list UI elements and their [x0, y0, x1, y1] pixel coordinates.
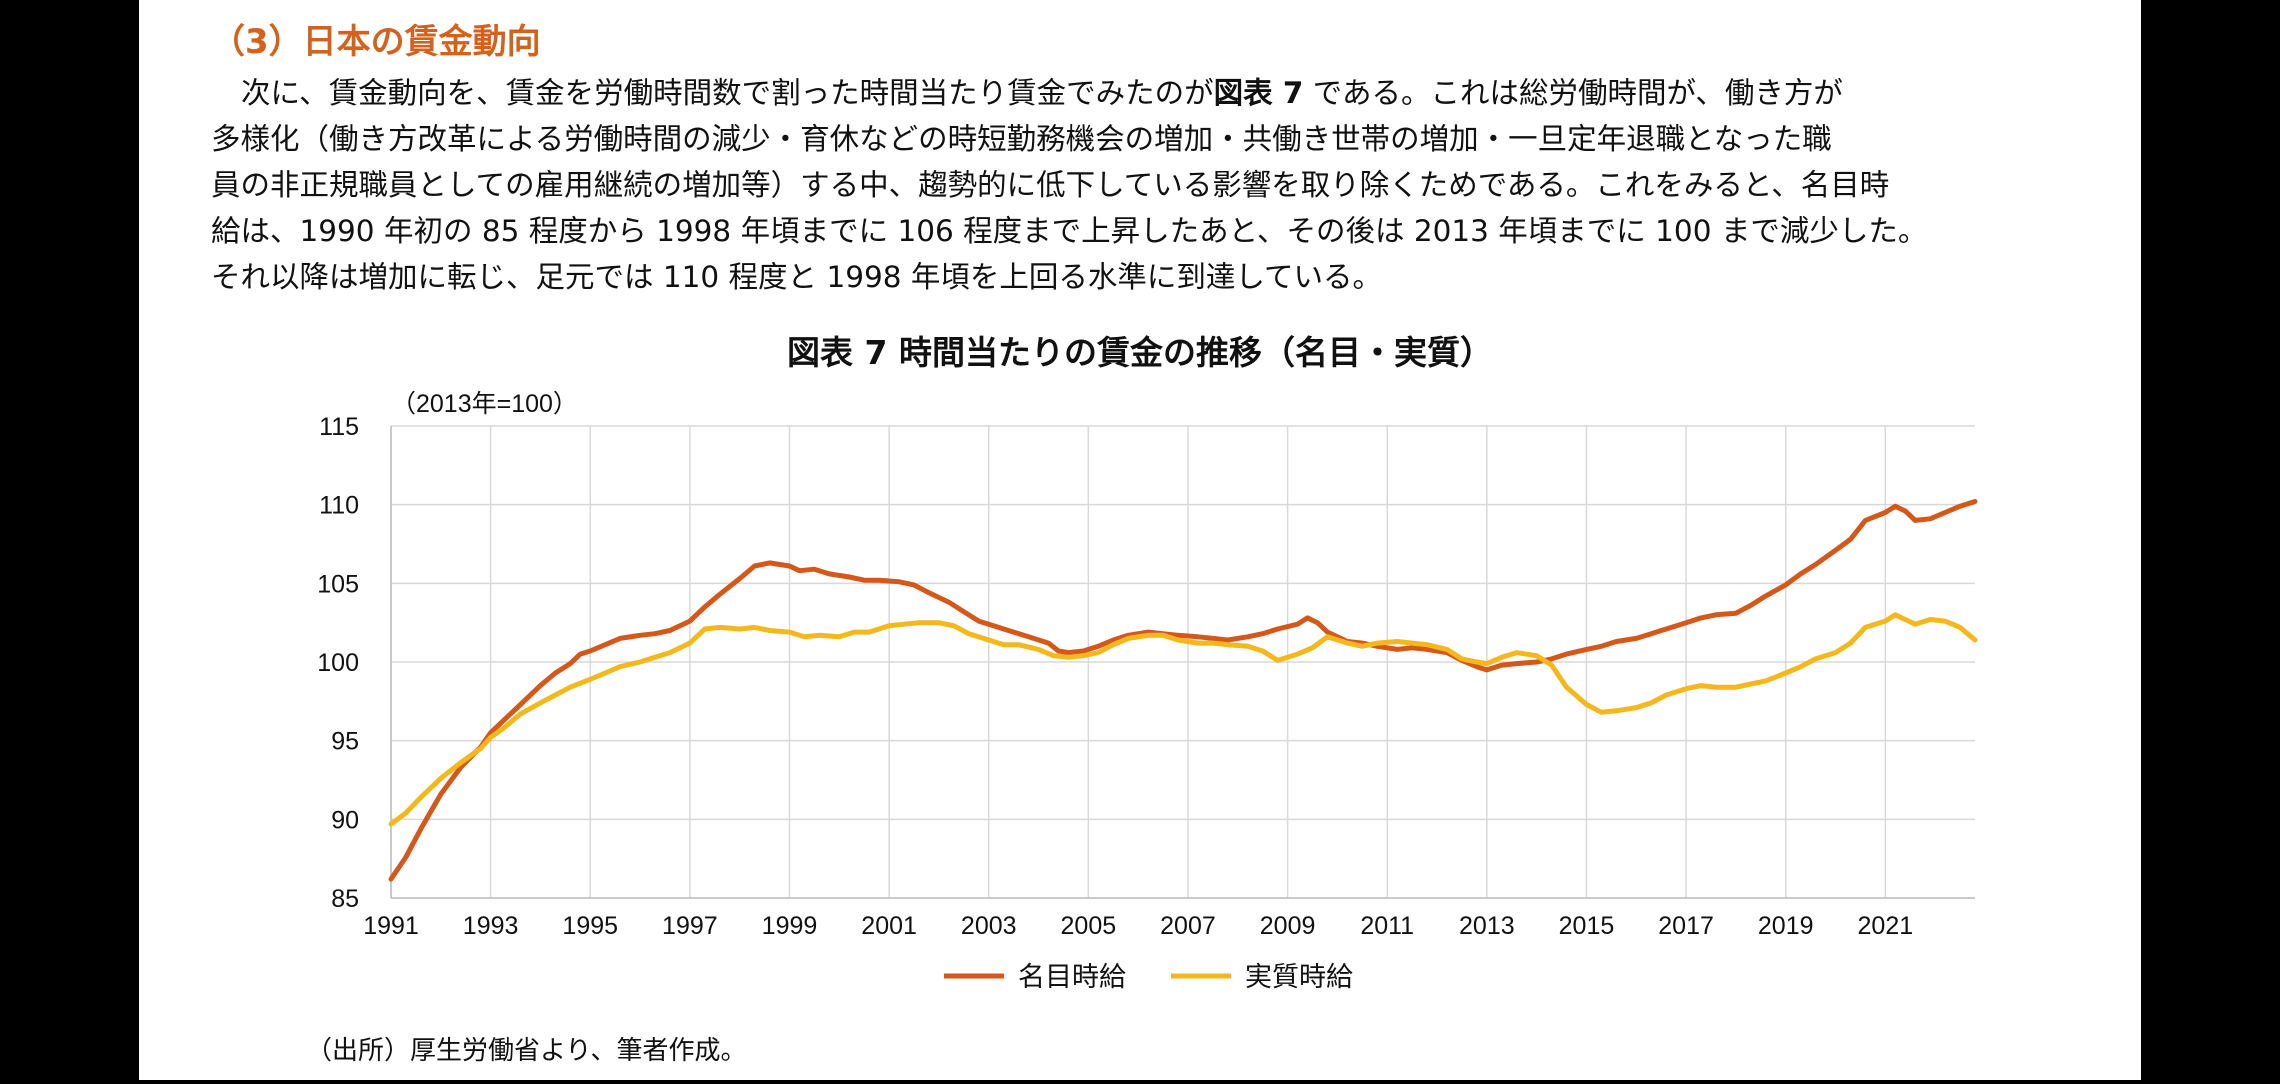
x-tick-label: 2013 — [1459, 912, 1515, 940]
x-tick-label: 1993 — [463, 912, 519, 940]
paragraph-line-5: それ以降は増加に転じ、足元では 110 程度と 1998 年頃を上回る水準に到達… — [211, 260, 1383, 294]
y-tick-label: 100 — [317, 649, 359, 677]
x-tick-label: 2011 — [1360, 912, 1414, 940]
line-chart: 85 90 95 100 105 110 115 1991 1993 1995 1997 1999 20… — [317, 390, 1978, 992]
paragraph-line-3: 員の非正規職員としての雇用継続の増加等）する中、趨勢的に低下している影響を取り除… — [211, 168, 1890, 202]
y-tick-label: 115 — [319, 413, 359, 441]
x-tick-label: 2001 — [861, 912, 917, 940]
section-heading: （3）日本の賃金動向 — [211, 22, 541, 62]
y-tick-label: 85 — [331, 885, 359, 913]
x-tick-label: 2005 — [1061, 912, 1117, 940]
y-tick-label: 90 — [331, 806, 359, 834]
chart-title: 図表 7 時間当たりの賃金の推移（名目・実質） — [787, 333, 1493, 372]
x-tick-label: 2019 — [1758, 912, 1814, 940]
y-tick-label: 95 — [331, 728, 359, 756]
y-tick-label: 110 — [319, 492, 359, 520]
x-tick-label: 2007 — [1160, 912, 1216, 940]
y-tick-label: 105 — [317, 570, 359, 598]
x-tick-label: 1997 — [662, 912, 718, 940]
x-tick-label: 2003 — [961, 912, 1017, 940]
series-line-2 — [388, 612, 1978, 827]
x-tick-label: 2017 — [1658, 912, 1714, 940]
legend-label-1: 名目時給 — [1018, 962, 1126, 992]
y-unit-label: （2013年=100） — [391, 390, 578, 418]
document-page: （3）日本の賃金動向 次に、賃金動向を、賃金を労働時間数で割った時間当たり賃金で… — [139, 0, 2141, 1080]
body-paragraph: 次に、賃金動向を、賃金を労働時間数で割った時間当たり賃金でみたのが図表 7 であ… — [211, 70, 2091, 300]
x-tick-label: 2021 — [1858, 912, 1914, 940]
legend-label-2: 実質時給 — [1245, 962, 1353, 992]
chart-container: 85 90 95 100 105 110 115 1991 1993 1995 1997 1999 20… — [139, 0, 2141, 1080]
figure-reference: 図表 7 — [1213, 76, 1304, 110]
x-tick-label: 2015 — [1559, 912, 1615, 940]
paragraph-line-2: 多様化（働き方改革による労働時間の減少・育休などの時短勤務機会の増加・共働き世帯… — [211, 122, 1832, 156]
source-note: （出所）厚生労働省より、筆者作成。 — [306, 1036, 747, 1066]
x-tick-label: 1999 — [762, 912, 818, 940]
paragraph-line-1: 次に、賃金動向を、賃金を労働時間数で割った時間当たり賃金でみたのが図表 7 であ… — [211, 70, 2091, 116]
paragraph-line-4: 給は、1990 年初の 85 程度から 1998 年頃までに 106 程度まで上… — [211, 214, 1928, 248]
paragraph-text: である。これは総労働時間が、働き方が — [1303, 76, 1843, 110]
x-tick-label: 1995 — [562, 912, 618, 940]
series-line-1 — [388, 499, 1978, 882]
x-tick-label: 2009 — [1260, 912, 1316, 940]
paragraph-text: 次に、賃金動向を、賃金を労働時間数で割った時間当たり賃金でみたのが — [241, 76, 1214, 110]
x-tick-label: 1991 — [363, 912, 419, 940]
